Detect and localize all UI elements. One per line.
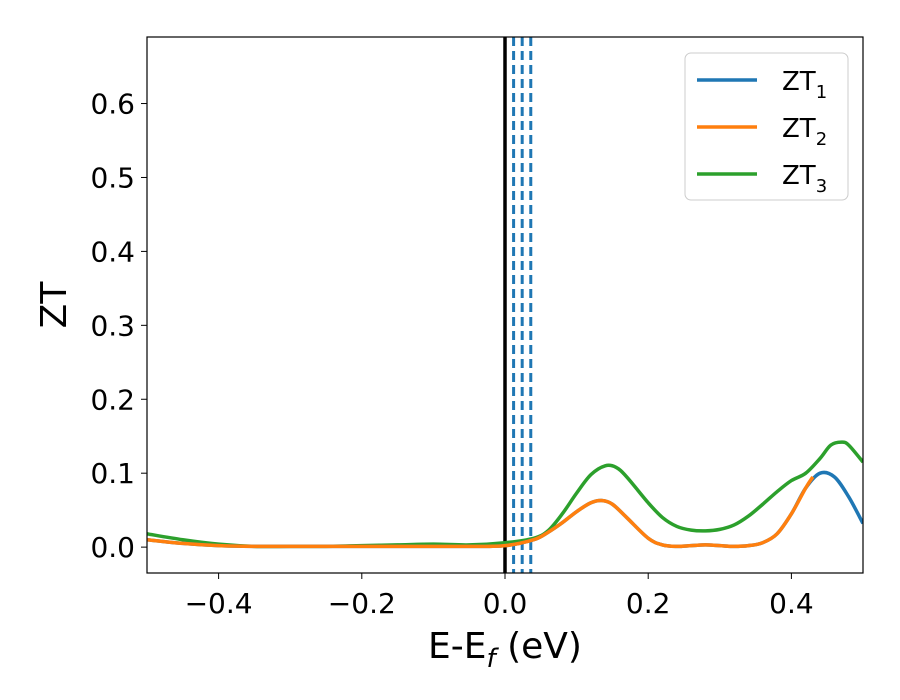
x-tick-label: 0.0 [483, 587, 528, 620]
y-tick-label: 0.5 [90, 161, 135, 194]
y-tick-label: 0.2 [90, 383, 135, 416]
series-line-zt2 [147, 475, 815, 549]
x-tick-label: 0.4 [769, 587, 814, 620]
legend-label: ZT2 [782, 114, 827, 150]
y-tick-label: 0.0 [90, 531, 135, 564]
vertical-lines [503, 37, 533, 573]
legend-label: ZT1 [782, 67, 827, 103]
y-axis-ticks: 0.0 0.1 0.2 0.3 0.4 0.5 0.6 [90, 88, 147, 564]
legend: ZT1 ZT2 ZT3 [684, 52, 849, 201]
y-tick-label: 0.6 [90, 88, 135, 121]
x-axis-title: E-Ef (eV) [428, 626, 582, 674]
y-tick-label: 0.1 [90, 457, 135, 490]
y-axis-title: ZT [34, 281, 75, 329]
legend-label: ZT3 [782, 161, 827, 197]
x-tick-label: −0.4 [185, 587, 253, 620]
y-tick-label: 0.3 [90, 309, 135, 342]
x-axis-ticks: −0.4 −0.2 0.0 0.2 0.4 [185, 573, 814, 620]
y-tick-label: 0.4 [90, 235, 135, 268]
legend-box [684, 52, 849, 201]
series-lines [147, 440, 863, 549]
x-tick-label: 0.2 [626, 587, 671, 620]
x-tick-label: −0.2 [328, 587, 396, 620]
